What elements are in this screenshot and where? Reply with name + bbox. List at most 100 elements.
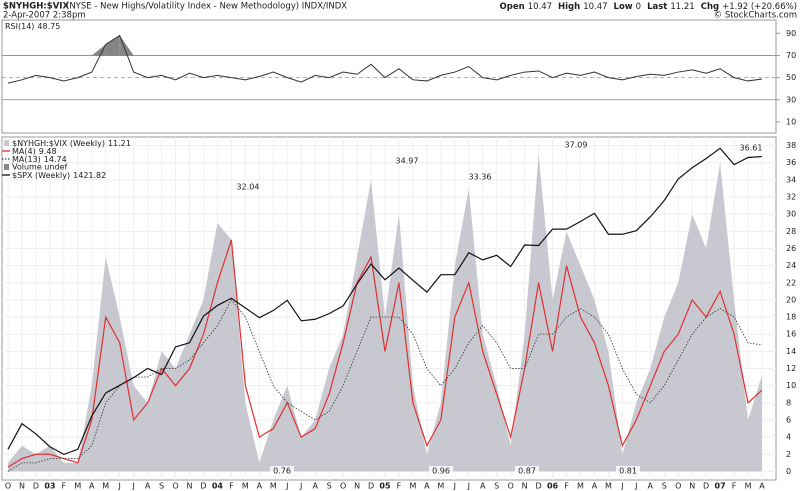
quote-value: 11.21 [670, 2, 694, 12]
overbought-area [91, 44, 106, 56]
x-tick-label: S [159, 482, 164, 491]
x-tick-label: A [312, 482, 318, 491]
x-tick-label: D [33, 482, 39, 491]
y-tick-label: 2 [786, 450, 791, 459]
quote-value: 0 [636, 2, 641, 12]
date: 2-Apr-2007 2:38pm [3, 11, 86, 21]
x-tick-label: 05 [379, 482, 391, 491]
x-tick-label: N [522, 482, 528, 491]
x-tick-label: D [536, 482, 542, 491]
x-tick-label: A [648, 482, 654, 491]
annotation-box [468, 172, 492, 182]
legend-value: 48.75 [37, 22, 60, 31]
x-tick-label: 04 [212, 482, 224, 491]
annotation: 0.76 [273, 467, 291, 476]
y-tick-label: 36 [786, 158, 796, 167]
annotation: 0.96 [432, 467, 450, 476]
y-tick-label: 20 [786, 295, 796, 304]
x-tick-label: J [453, 482, 456, 491]
legend-name: $SPX (Weekly) [12, 171, 70, 180]
quote: Open 10.47 High 10.47 Low 0 Last 11.21 Chg +1.92 … [500, 2, 797, 12]
copyright: © StockCharts.com [714, 11, 797, 21]
annotation: 33.36 [469, 173, 492, 182]
y-tick-label: 24 [786, 261, 796, 270]
y-tick-label: 16 [786, 330, 796, 339]
x-tick-label: 03 [44, 482, 55, 491]
legend-entry: MA(13) 14.74 [12, 155, 67, 164]
legend-value: 14.74 [44, 155, 67, 164]
x-tick-label: A [480, 482, 486, 491]
x-tick-label: M [745, 482, 752, 491]
x-tick-label: O [508, 482, 514, 491]
rsi-panel [1, 19, 777, 134]
x-tick-label: J [118, 482, 121, 491]
x-tick-label: A [759, 482, 765, 491]
legend-swatch [4, 164, 9, 170]
x-tick-label: J [467, 482, 470, 491]
x-tick-label: M [605, 482, 612, 491]
y-tick-label: 30 [786, 95, 796, 104]
x-tick-label: M [102, 482, 109, 491]
x-tick-label: J [620, 482, 623, 491]
x-tick-label: O [340, 482, 346, 491]
annotation: 0.87 [518, 467, 536, 476]
y-tick-label: 70 [786, 51, 796, 60]
annotation: 34.97 [396, 157, 419, 166]
x-tick-label: M [270, 482, 277, 491]
legend-value: 9.48 [39, 147, 57, 156]
x-tick-label: 07 [715, 482, 726, 491]
x-tick-label: D [200, 482, 206, 491]
y-tick-label: 18 [786, 313, 796, 322]
x-tick-label: F [229, 482, 234, 491]
x-tick-label: O [5, 482, 11, 491]
y-tick-label: 10 [786, 381, 796, 390]
x-tick-label: M [577, 482, 584, 491]
quote-value: +1.92 (+20.66%) [722, 2, 797, 12]
quote-value: 10.47 [528, 2, 552, 12]
annotation: 0.81 [619, 467, 637, 476]
x-tick-label: N [354, 482, 360, 491]
x-tick-label: S [494, 482, 499, 491]
overbought-area [119, 35, 134, 56]
x-tick-label: A [145, 482, 151, 491]
quote-label: Chg [701, 2, 719, 12]
y-tick-label: 32 [786, 193, 796, 202]
legend-name: MA(4) [12, 147, 36, 156]
x-tick-label: 06 [547, 482, 559, 491]
x-tick-label: J [299, 482, 302, 491]
legend-entry: $SPX (Weekly) 1421.82 [12, 171, 106, 180]
legend-entry: MA(4) 9.48 [12, 147, 57, 156]
x-tick-label: M [437, 482, 444, 491]
y-tick-label: 6 [786, 415, 791, 424]
annotation-box [236, 182, 260, 192]
annotation-box [515, 466, 539, 476]
x-tick-label: J [131, 482, 134, 491]
x-tick-label: A [257, 482, 263, 491]
x-tick-label: J [285, 482, 288, 491]
x-tick-label: F [564, 482, 569, 491]
x-tick-label: S [327, 482, 332, 491]
annotation: 32.04 [237, 183, 260, 192]
quote-label: Low [614, 2, 633, 12]
y-tick-label: 50 [786, 73, 796, 82]
annotation: 36.61 [740, 144, 763, 153]
x-tick-label: N [19, 482, 25, 491]
symbol: $NYHGH:$VIX [3, 2, 69, 12]
main-panel [1, 136, 777, 481]
y-tick-label: 26 [786, 244, 796, 253]
x-tick-label: N [689, 482, 695, 491]
series-line [7, 239, 763, 468]
legend-entry: $NYHGH:$VIX (Weekly) 11.21 [12, 139, 131, 148]
y-tick-label: 0 [786, 467, 791, 476]
legend-value: 11.21 [108, 139, 131, 148]
annotation-box [564, 140, 588, 150]
annotation-box [429, 466, 453, 476]
quote-label: Open [500, 2, 525, 12]
x-tick-label: S [662, 482, 667, 491]
y-tick-label: 8 [786, 398, 791, 407]
x-tick-label: A [89, 482, 95, 491]
x-tick-label: O [172, 482, 178, 491]
series-line [7, 147, 763, 456]
y-tick-label: 38 [786, 141, 796, 150]
